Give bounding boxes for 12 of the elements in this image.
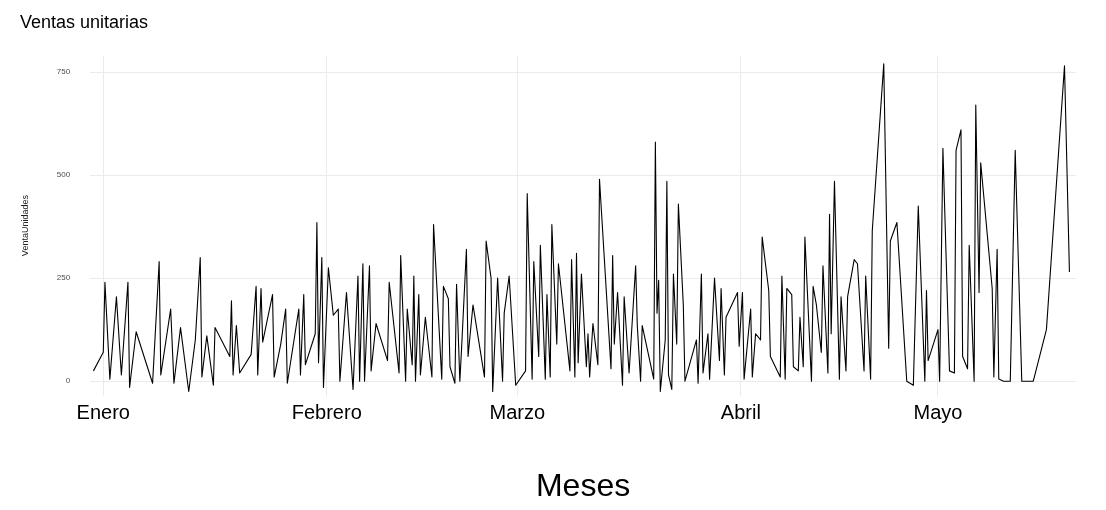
x-tick-label: Abril bbox=[720, 401, 761, 424]
y-tick-label: 250 bbox=[56, 273, 71, 283]
x-tick-label: Mayo bbox=[913, 401, 963, 424]
x-tick-label: Marzo bbox=[489, 401, 546, 424]
y-tick-label: 500 bbox=[56, 170, 71, 180]
y-tick-label: 0 bbox=[65, 376, 71, 386]
x-tick-label: Enero bbox=[76, 401, 130, 424]
x-tick-label: Febrero bbox=[291, 401, 362, 424]
y-axis-title: VentaUnidades bbox=[19, 194, 30, 257]
x-axis-title: Meses bbox=[535, 466, 631, 503]
y-tick-label: 750 bbox=[56, 67, 71, 77]
chart-title: Ventas unitarias bbox=[20, 11, 149, 32]
